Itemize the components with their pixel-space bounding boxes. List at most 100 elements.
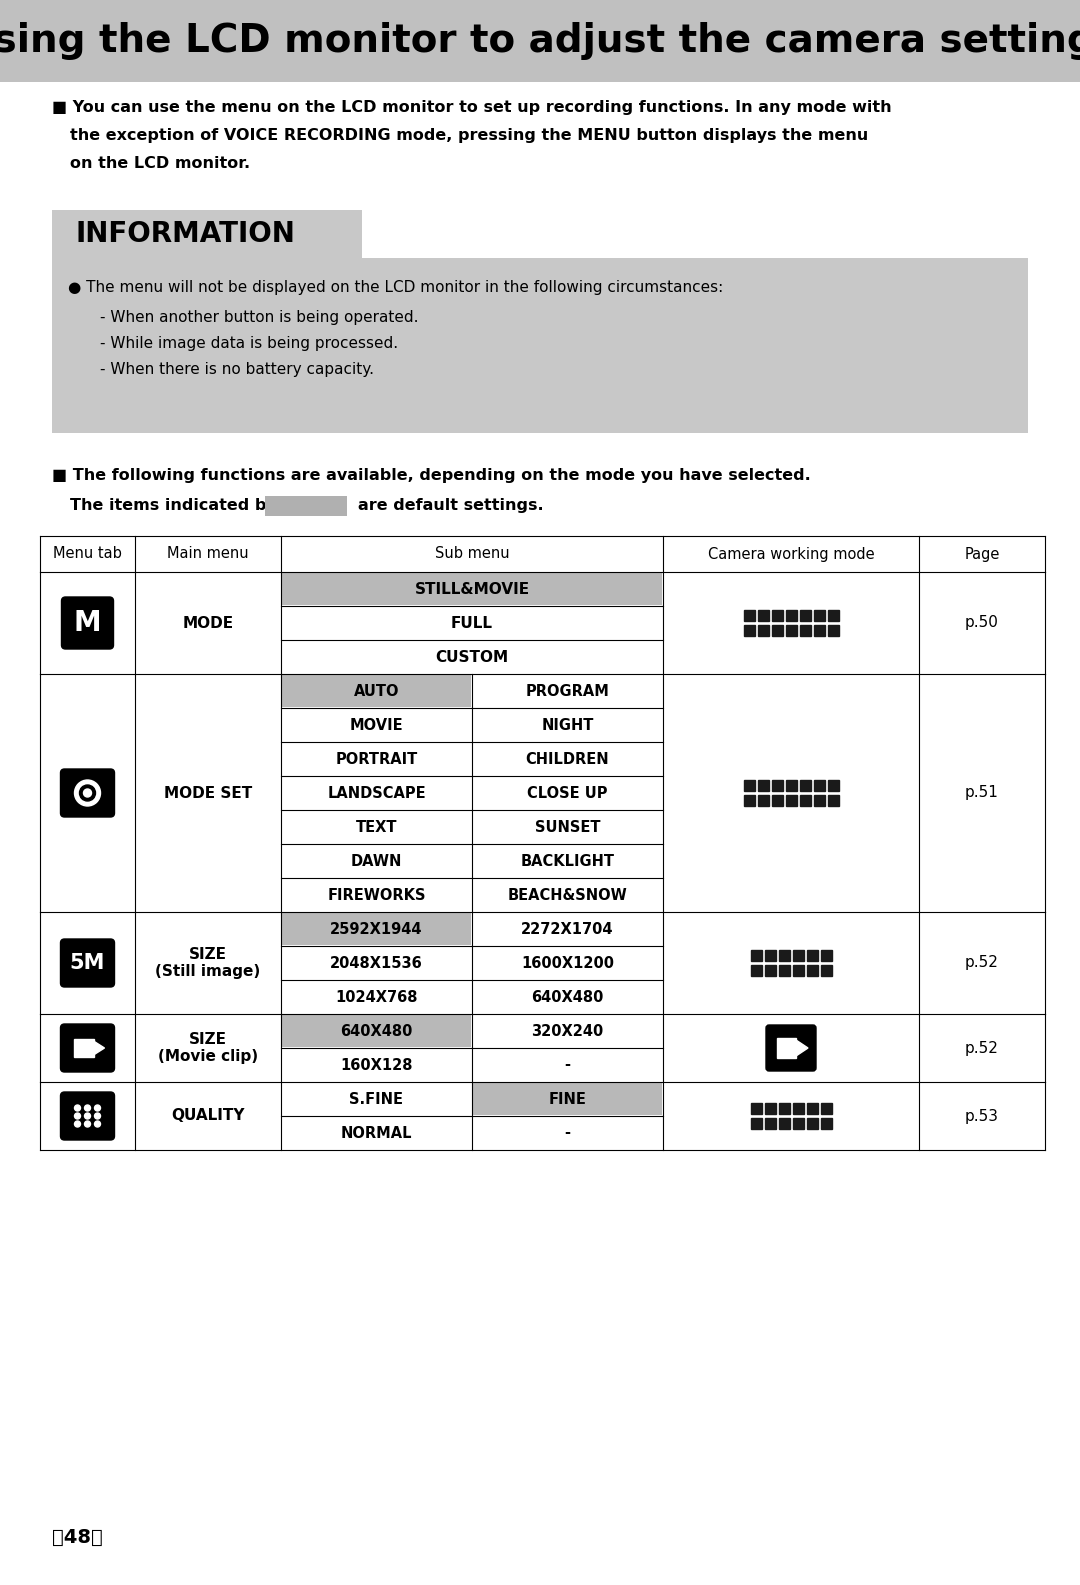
Bar: [821, 949, 832, 961]
Bar: [793, 1103, 804, 1114]
Bar: [40, 536, 1045, 572]
Text: - While image data is being processed.: - While image data is being processed.: [100, 336, 399, 350]
Bar: [0, 0, 1080, 82]
Text: Using the LCD monitor to adjust the camera settings: Using the LCD monitor to adjust the came…: [0, 22, 1080, 60]
Bar: [40, 1014, 1045, 1083]
Bar: [751, 1117, 761, 1129]
FancyBboxPatch shape: [60, 769, 114, 816]
Bar: [793, 965, 804, 976]
FancyBboxPatch shape: [60, 1092, 114, 1140]
Text: are default settings.: are default settings.: [357, 498, 543, 514]
Text: -: -: [565, 1057, 570, 1073]
Text: - When there is no battery capacity.: - When there is no battery capacity.: [100, 361, 374, 377]
Text: AUTO: AUTO: [354, 683, 400, 699]
Text: 2272X1704: 2272X1704: [522, 921, 613, 937]
Text: CUSTOM: CUSTOM: [435, 650, 509, 664]
Text: FULL: FULL: [451, 615, 492, 631]
Bar: [743, 610, 755, 621]
Bar: [799, 610, 810, 621]
Text: 5M: 5M: [70, 953, 105, 973]
Text: DAWN: DAWN: [351, 853, 402, 869]
Text: on the LCD monitor.: on the LCD monitor.: [70, 155, 251, 171]
Text: 640X480: 640X480: [340, 1024, 413, 1038]
Circle shape: [80, 785, 95, 800]
Bar: [813, 624, 824, 636]
Text: ■ You can use the menu on the LCD monitor to set up recording functions. In any : ■ You can use the menu on the LCD monito…: [52, 100, 892, 116]
Bar: [785, 796, 797, 807]
Bar: [52, 258, 1028, 433]
Text: QUALITY: QUALITY: [172, 1108, 245, 1124]
Text: MOVIE: MOVIE: [350, 718, 403, 732]
Text: Menu tab: Menu tab: [53, 547, 122, 561]
Text: 2592X1944: 2592X1944: [330, 921, 422, 937]
Text: ■ The following functions are available, depending on the mode you have selected: ■ The following functions are available,…: [52, 468, 811, 483]
Bar: [821, 1117, 832, 1129]
Circle shape: [84, 1113, 91, 1119]
Text: 2048X1536: 2048X1536: [330, 956, 423, 970]
Text: M: M: [73, 609, 102, 637]
Bar: [765, 965, 775, 976]
Text: SUNSET: SUNSET: [535, 819, 600, 834]
Text: 〈48〉: 〈48〉: [52, 1528, 103, 1547]
Text: BEACH&SNOW: BEACH&SNOW: [508, 888, 627, 902]
Bar: [779, 949, 789, 961]
Bar: [821, 1103, 832, 1114]
Bar: [779, 1117, 789, 1129]
Text: p.53: p.53: [966, 1108, 999, 1124]
Bar: [799, 780, 810, 791]
Bar: [751, 949, 761, 961]
Bar: [743, 780, 755, 791]
Bar: [757, 796, 769, 807]
Text: LANDSCAPE: LANDSCAPE: [327, 786, 426, 800]
Text: FINE: FINE: [549, 1092, 586, 1106]
Bar: [785, 780, 797, 791]
Circle shape: [95, 1113, 100, 1119]
Bar: [813, 796, 824, 807]
Polygon shape: [94, 1041, 105, 1056]
Bar: [757, 780, 769, 791]
Bar: [765, 1103, 775, 1114]
Bar: [827, 780, 838, 791]
Text: the exception of VOICE RECORDING mode, pressing the MENU button displays the men: the exception of VOICE RECORDING mode, p…: [70, 128, 868, 143]
Bar: [751, 965, 761, 976]
Bar: [821, 965, 832, 976]
Bar: [40, 572, 1045, 674]
Bar: [473, 1083, 662, 1114]
Text: p.51: p.51: [966, 786, 999, 800]
Circle shape: [75, 1113, 81, 1119]
Text: SIZE
(Still image): SIZE (Still image): [156, 946, 260, 980]
Text: Main menu: Main menu: [167, 547, 248, 561]
Text: 1024X768: 1024X768: [335, 989, 418, 1005]
Bar: [765, 949, 775, 961]
Bar: [282, 574, 662, 605]
Circle shape: [75, 780, 100, 807]
Bar: [777, 1038, 796, 1059]
Circle shape: [95, 1121, 100, 1127]
Bar: [785, 624, 797, 636]
Bar: [785, 610, 797, 621]
Text: p.52: p.52: [966, 956, 999, 970]
Bar: [771, 610, 783, 621]
Bar: [779, 965, 789, 976]
Bar: [807, 965, 818, 976]
Text: p.50: p.50: [966, 615, 999, 631]
Bar: [743, 796, 755, 807]
Circle shape: [75, 1105, 81, 1111]
Bar: [765, 1117, 775, 1129]
Bar: [827, 610, 838, 621]
Bar: [813, 780, 824, 791]
Text: FIREWORKS: FIREWORKS: [327, 888, 426, 902]
Bar: [827, 624, 838, 636]
Bar: [799, 624, 810, 636]
Text: TEXT: TEXT: [355, 819, 397, 834]
Circle shape: [83, 789, 92, 797]
Circle shape: [84, 1105, 91, 1111]
Text: ● The menu will not be displayed on the LCD monitor in the following circumstanc: ● The menu will not be displayed on the …: [68, 281, 724, 295]
FancyBboxPatch shape: [60, 1024, 114, 1071]
Bar: [282, 1014, 471, 1048]
Bar: [771, 624, 783, 636]
Text: CHILDREN: CHILDREN: [526, 751, 609, 767]
Bar: [807, 1117, 818, 1129]
Bar: [282, 913, 471, 945]
Circle shape: [95, 1105, 100, 1111]
